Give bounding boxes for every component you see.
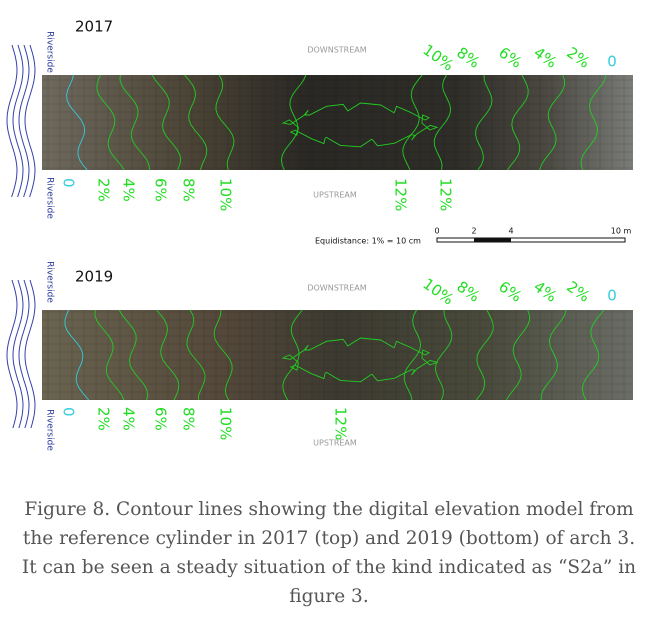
contour-line [94,309,125,401]
water-wave [24,279,36,429]
riverside-label: Riverside [45,261,55,303]
contour-line [403,309,422,401]
contour-line [580,74,607,171]
contour-label: 12% [332,407,350,440]
contour-line [96,74,125,171]
panel-year: 2017 [75,18,113,36]
contour-line [66,74,88,171]
contour-label: 8% [180,407,198,431]
contour-line [151,74,182,171]
water-wave [24,44,36,198]
caption-line: figure 3. [289,586,368,607]
contour-label: 4% [530,277,560,305]
contour-label: 0 [60,407,78,417]
contour-line [281,337,439,383]
contour-label: 10% [217,407,235,440]
contour-label: 2% [563,43,593,71]
contour-label: 0 [607,53,617,71]
scale-bar-segment [474,238,511,242]
arch-texture [42,75,633,170]
caption-line: It can be seen a steady situation of the… [22,557,636,578]
contour-line [539,74,565,171]
contour-line [213,309,233,401]
contour-label: 4% [120,178,138,202]
contour-line [581,309,605,401]
contour-label: 6% [495,43,525,71]
scale-tick: 10 m [611,227,632,236]
riverside-label: Riverside [45,177,55,219]
riverside-label: Riverside [45,409,55,451]
contour-label: 10% [419,275,457,309]
contour-label: 10% [419,41,457,75]
contour-label: 2% [95,407,113,431]
contour-line [64,309,90,401]
contour-line [435,309,453,401]
water-wave [12,279,24,429]
equidistance-label: Equidistance: 1% = 10 cm [315,237,421,246]
contour-line [475,309,494,401]
contour-line [475,74,493,171]
contour-label: 8% [180,178,198,202]
water-wave [12,44,24,198]
contour-label: 2% [563,277,593,305]
contour-label: 4% [530,43,560,71]
contour-label: 4% [120,407,138,431]
riverside-label: Riverside [45,31,55,73]
contour-label: 10% [217,178,235,211]
contour-line [540,309,567,401]
contour-line [156,309,180,401]
arch-texture [42,310,633,400]
contour-line [280,74,307,171]
downstream-label: DOWNSTREAM [307,46,366,55]
water-wave [6,279,18,429]
contour-line [506,74,529,171]
contour-line [119,74,150,171]
contour-label: 8% [453,277,483,305]
contour-label: 12% [392,178,410,211]
water-wave [6,44,18,198]
scale-tick: 0 [434,227,439,236]
contour-line [505,309,530,401]
contour-label: 6% [495,277,525,305]
contour-line [433,74,452,171]
contour-label: 6% [152,407,170,431]
contour-label: 12% [437,178,455,211]
contour-label: 0 [60,178,78,188]
water-wave [18,279,30,429]
contour-line [282,309,303,401]
caption-line: the reference cylinder in 2017 (top) and… [23,528,635,549]
panel-year: 2019 [75,268,113,286]
contour-label: 0 [607,287,617,305]
water-wave [18,44,30,198]
scale-bar [436,237,626,243]
contour-label: 2% [95,178,113,202]
scale-tick: 4 [508,227,513,236]
downstream-label: DOWNSTREAM [307,284,366,293]
contour-line [402,74,423,171]
contour-line [184,74,208,171]
contour-line [186,309,206,401]
contour-line [215,74,235,171]
contour-line [118,309,149,401]
caption-line: Figure 8. Contour lines showing the digi… [24,499,634,520]
contour-label: 6% [152,178,170,202]
scale-tick: 2 [471,227,476,236]
upstream-label: UPSTREAM [313,439,357,448]
upstream-label: UPSTREAM [313,191,357,200]
contour-label: 8% [453,43,483,71]
contour-line [281,102,439,148]
